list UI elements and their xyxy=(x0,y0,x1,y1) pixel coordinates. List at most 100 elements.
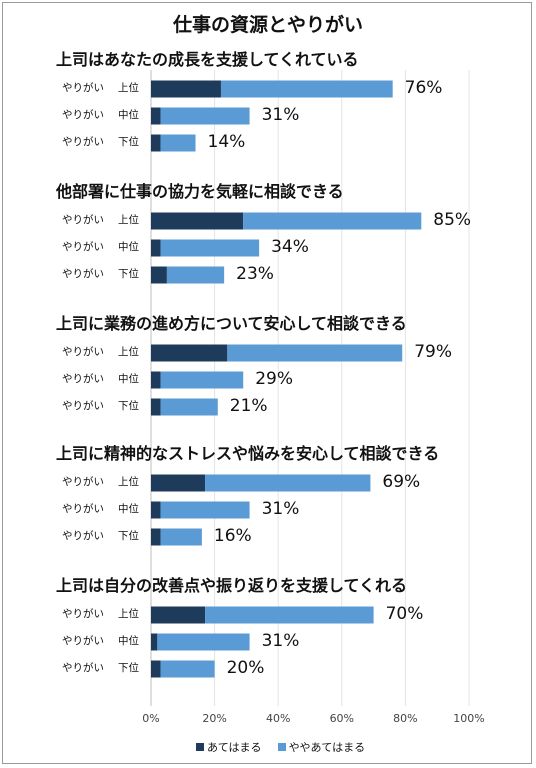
row-label-category: やりがい xyxy=(62,400,104,412)
row-label-category: やりがい xyxy=(62,241,104,253)
bar-segment-series-2 xyxy=(243,212,422,230)
bar-segment-series-1 xyxy=(151,528,161,546)
bar-total-label: 31% xyxy=(261,105,300,125)
row-label: やりがい 下位 xyxy=(62,399,139,413)
bar-segment-series-2 xyxy=(166,266,225,284)
bar-segment-series-2 xyxy=(157,633,250,651)
row-label-category: やりがい xyxy=(62,608,104,620)
x-tick-label: 0% xyxy=(142,712,159,725)
row-label: やりがい 下位 xyxy=(62,529,139,543)
bar-total-label: 16% xyxy=(213,526,252,546)
row-label-level: 下位 xyxy=(118,530,139,542)
bar-segment-series-2 xyxy=(160,134,196,152)
row-label: やりがい 下位 xyxy=(62,135,139,149)
bar-segment-series-1 xyxy=(151,80,221,98)
bar-segment-series-2 xyxy=(160,660,215,678)
row-label: やりがい 中位 xyxy=(62,372,139,386)
row-label-level: 上位 xyxy=(118,82,139,94)
row-label: やりがい 上位 xyxy=(62,607,139,621)
row-label-category: やりがい xyxy=(62,373,104,385)
bar-segment-series-2 xyxy=(160,398,218,416)
row-label-level: 下位 xyxy=(118,268,139,280)
bar-segment-series-1 xyxy=(151,266,167,284)
bar-segment-series-1 xyxy=(151,606,206,624)
bar-segment-series-2 xyxy=(205,474,371,492)
row-label-level: 下位 xyxy=(118,662,139,674)
bar-total-label: 31% xyxy=(261,499,300,519)
row-label-level: 上位 xyxy=(118,476,139,488)
x-tick-label: 100% xyxy=(453,712,484,725)
x-tick-label: 60% xyxy=(330,712,354,725)
row-label-level: 上位 xyxy=(118,346,139,358)
row-label-level: 中位 xyxy=(118,109,139,121)
row-label-category: やりがい xyxy=(62,635,104,647)
legend-item-series-1: あてはまる xyxy=(196,739,262,755)
chart-title: 仕事の資源とやりがい xyxy=(172,14,363,36)
bar-segment-series-1 xyxy=(151,212,244,230)
x-tick-label: 40% xyxy=(266,712,290,725)
row-label: やりがい 中位 xyxy=(62,502,139,516)
x-tick-label: 80% xyxy=(393,712,417,725)
row-label-category: やりがい xyxy=(62,346,104,358)
row-label-level: 中位 xyxy=(118,373,139,385)
row-label: やりがい 中位 xyxy=(62,240,139,254)
row-label: やりがい 上位 xyxy=(62,81,139,95)
legend-item-series-2: ややあてはまる xyxy=(277,739,366,755)
bar-segment-series-1 xyxy=(151,660,161,678)
row-label-category: やりがい xyxy=(62,662,104,674)
bar-total-label: 23% xyxy=(236,264,274,284)
bar-segment-series-2 xyxy=(160,501,250,519)
legend-swatch-series-2 xyxy=(277,743,286,751)
row-label-category: やりがい xyxy=(62,82,104,94)
legend-label-series-2: ややあてはまる xyxy=(288,741,366,754)
bar-segment-series-1 xyxy=(151,239,161,257)
group-title: 他部署に仕事の協力を気軽に相談できる xyxy=(56,182,344,201)
bar-segment-series-1 xyxy=(151,501,161,519)
row-label-category: やりがい xyxy=(62,503,104,515)
bar-segment-series-1 xyxy=(151,633,158,651)
bar-segment-series-2 xyxy=(205,606,374,624)
row-label-category: やりがい xyxy=(62,268,104,280)
bar-total-label: 69% xyxy=(382,472,421,492)
bar-total-label: 34% xyxy=(271,237,309,257)
bar-segment-series-1 xyxy=(151,398,161,416)
row-label-category: やりがい xyxy=(62,109,104,121)
row-label: やりがい 上位 xyxy=(62,213,139,227)
bar-segment-series-2 xyxy=(220,80,393,98)
row-label: やりがい 上位 xyxy=(62,475,139,489)
bar-total-label: 29% xyxy=(255,369,294,389)
row-label-category: やりがい xyxy=(62,530,104,542)
group-title: 上司はあなたの成長を支援してくれている xyxy=(56,50,359,69)
row-label: やりがい 中位 xyxy=(62,634,139,648)
row-label-level: 上位 xyxy=(118,608,139,620)
bar-total-label: 31% xyxy=(261,631,300,651)
x-tick-label: 20% xyxy=(202,712,226,725)
bar-segment-series-1 xyxy=(151,134,161,152)
group-title: 上司に精神的なストレスや悩みを安心して相談できる xyxy=(56,444,440,463)
row-label: やりがい 中位 xyxy=(62,108,139,122)
row-label-level: 下位 xyxy=(118,136,139,148)
row-label: やりがい 上位 xyxy=(62,345,139,359)
bar-segment-series-1 xyxy=(151,474,206,492)
bar-total-label: 20% xyxy=(226,658,265,678)
row-label-category: やりがい xyxy=(62,136,104,148)
row-label-level: 中位 xyxy=(118,241,139,253)
row-label-category: やりがい xyxy=(62,476,104,488)
legend-label-series-1: あてはまる xyxy=(207,741,262,754)
bar-segment-series-2 xyxy=(160,107,250,125)
bar-segment-series-2 xyxy=(160,239,260,257)
row-label: やりがい 下位 xyxy=(62,267,139,281)
bar-total-label: 70% xyxy=(385,604,424,624)
row-label-level: 下位 xyxy=(118,400,139,412)
group-title: 上司は自分の改善点や振り返りを支援してくれる xyxy=(56,576,408,595)
row-label-category: やりがい xyxy=(62,214,104,226)
bar-segment-series-1 xyxy=(151,371,161,389)
bar-total-label: 79% xyxy=(414,342,453,362)
row-label-level: 上位 xyxy=(118,214,139,226)
bar-segment-series-1 xyxy=(151,344,228,362)
bar-segment-series-2 xyxy=(227,344,403,362)
bar-total-label: 76% xyxy=(404,78,443,98)
bar-segment-series-2 xyxy=(160,371,244,389)
